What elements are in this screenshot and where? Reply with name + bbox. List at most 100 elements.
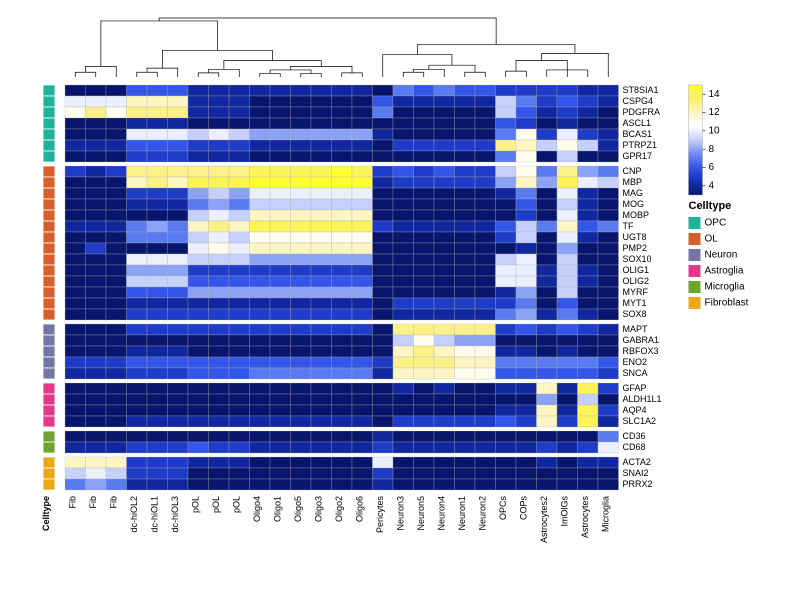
heatmap-cell — [393, 276, 414, 287]
gene-label: UGT8 — [623, 232, 647, 242]
heatmap-cell — [168, 324, 189, 335]
heatmap-cell — [475, 394, 496, 405]
heatmap-cell — [393, 309, 414, 320]
heatmap-cell — [168, 287, 189, 298]
celltype-cell — [43, 177, 55, 188]
heatmap-cell — [270, 357, 291, 368]
heatmap-cell — [475, 405, 496, 416]
heatmap-cell — [475, 107, 496, 118]
heatmap-cell — [65, 254, 86, 265]
celltype-cell — [43, 298, 55, 309]
heatmap-cell — [578, 405, 599, 416]
heatmap-cell — [352, 188, 373, 199]
heatmap-cell — [188, 188, 209, 199]
heatmap-cell — [414, 479, 435, 490]
heatmap-cell — [434, 140, 455, 151]
heatmap-cell — [414, 107, 435, 118]
heatmap-cell — [86, 442, 107, 453]
heatmap-cell — [578, 243, 599, 254]
heatmap-cell — [209, 254, 230, 265]
heatmap-cell — [414, 383, 435, 394]
heatmap-cell — [475, 368, 496, 379]
heatmap-cell — [229, 166, 250, 177]
heatmap-cell — [455, 177, 476, 188]
heatmap-cell — [127, 232, 148, 243]
heatmap-cell — [598, 129, 619, 140]
heatmap-cell — [475, 431, 496, 442]
heatmap-cell — [414, 287, 435, 298]
heatmap-cell — [168, 368, 189, 379]
heatmap-cell — [106, 166, 127, 177]
heatmap-cell — [209, 468, 230, 479]
heatmap-cell — [496, 199, 517, 210]
heatmap-cell — [127, 298, 148, 309]
heatmap-cell — [147, 188, 168, 199]
celltype-legend-swatch — [689, 281, 701, 293]
heatmap-cell — [598, 309, 619, 320]
heatmap-cell — [250, 243, 271, 254]
heatmap-cell — [578, 335, 599, 346]
dendrogram-branch — [101, 21, 218, 66]
heatmap-cell — [373, 468, 394, 479]
heatmap-cell — [393, 368, 414, 379]
heatmap-cell — [516, 324, 537, 335]
heatmap-cell — [168, 346, 189, 357]
heatmap-cell — [188, 346, 209, 357]
heatmap-cell — [127, 140, 148, 151]
heatmap-cell — [537, 188, 558, 199]
heatmap-cell — [352, 254, 373, 265]
heatmap-cell — [455, 416, 476, 427]
heatmap-cell — [311, 468, 332, 479]
heatmap-cell — [188, 118, 209, 129]
heatmap-cell — [434, 96, 455, 107]
heatmap-cell — [332, 221, 353, 232]
heatmap-cell — [393, 199, 414, 210]
column-label: Neuron4 — [436, 496, 446, 531]
heatmap-cell — [475, 166, 496, 177]
gene-label: MOBP — [623, 210, 650, 220]
heatmap-cell — [537, 243, 558, 254]
heatmap-cell — [393, 457, 414, 468]
heatmap-cell — [393, 394, 414, 405]
gene-label: MBP — [623, 177, 643, 187]
heatmap-cell — [393, 479, 414, 490]
heatmap-cell — [209, 151, 230, 162]
heatmap-cell — [475, 265, 496, 276]
heatmap-cell — [86, 199, 107, 210]
heatmap-cell — [414, 188, 435, 199]
heatmap-cell — [86, 254, 107, 265]
heatmap-cell — [516, 346, 537, 357]
heatmap-cell — [414, 199, 435, 210]
heatmap-cell — [414, 221, 435, 232]
heatmap-cell — [291, 324, 312, 335]
heatmap-cell — [250, 151, 271, 162]
heatmap-cell — [557, 210, 578, 221]
celltype-cell — [43, 468, 55, 479]
heatmap-cell — [373, 368, 394, 379]
heatmap-cell — [557, 324, 578, 335]
heatmap-cell — [209, 188, 230, 199]
heatmap-cell — [537, 468, 558, 479]
heatmap-cell — [598, 199, 619, 210]
heatmap-cell — [229, 96, 250, 107]
heatmap-cell — [209, 129, 230, 140]
heatmap-cell — [188, 357, 209, 368]
heatmap-cell — [311, 210, 332, 221]
heatmap-cell — [475, 346, 496, 357]
heatmap-cell — [168, 394, 189, 405]
heatmap-cell — [537, 276, 558, 287]
celltype-legend-label: Microglia — [705, 282, 745, 293]
heatmap-cell — [311, 324, 332, 335]
gene-label: ASCL1 — [623, 118, 652, 128]
heatmap-cell — [352, 324, 373, 335]
heatmap-cell — [168, 232, 189, 243]
heatmap-cell — [414, 254, 435, 265]
heatmap-cell — [311, 188, 332, 199]
heatmap-cell — [250, 188, 271, 199]
heatmap-cell — [311, 221, 332, 232]
heatmap-cell — [352, 335, 373, 346]
heatmap-cell — [291, 431, 312, 442]
heatmap-cell — [209, 335, 230, 346]
heatmap-cell — [557, 479, 578, 490]
heatmap-cell — [209, 442, 230, 453]
